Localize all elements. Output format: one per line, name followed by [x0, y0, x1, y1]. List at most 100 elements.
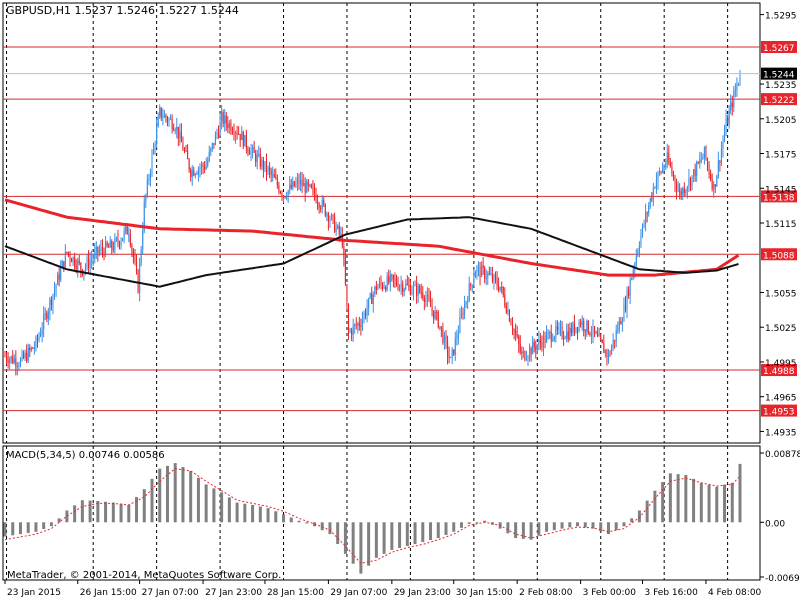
candlesticks[interactable]	[4, 70, 741, 376]
candle-up	[366, 307, 368, 316]
candle-up	[490, 274, 492, 276]
macd-bar	[483, 520, 487, 523]
macd-bar	[529, 522, 533, 540]
candle-down	[671, 166, 673, 174]
candle-up	[411, 291, 413, 295]
candle-up	[677, 190, 679, 192]
macd-axis: 0.00878 0.00 -0.00693	[760, 450, 800, 584]
macd-bar	[65, 510, 69, 523]
macd-bar	[266, 508, 270, 523]
candle-down	[278, 185, 280, 192]
candle-up	[465, 301, 467, 305]
candle-down	[428, 295, 430, 300]
candle-down	[624, 304, 627, 310]
candle-up	[163, 114, 165, 118]
macd-bar	[189, 470, 193, 523]
candle-up	[532, 342, 534, 355]
macd-panel[interactable]: MACD(5,34,5) 0.00746 0.00586 0.008780.00…	[2, 445, 800, 584]
candle-down	[78, 260, 80, 263]
candle-down	[177, 126, 179, 139]
candle-down	[530, 348, 532, 355]
candle-down	[66, 251, 68, 253]
candle-up	[426, 295, 428, 299]
candle-down	[108, 246, 110, 248]
candle-up	[412, 285, 415, 292]
candle-down	[166, 118, 169, 122]
candle-down	[160, 107, 162, 118]
macd-bar	[227, 497, 231, 523]
candle-up	[586, 320, 588, 332]
time-tick-label: 26 Jan 15:00	[80, 588, 137, 598]
candle-down	[394, 279, 396, 281]
macd-bar	[475, 522, 479, 524]
candle-down	[281, 192, 283, 197]
copyright-text: MetaTrader, © 2001-2014, MetaQuotes Soft…	[7, 570, 281, 581]
candle-down	[420, 291, 422, 293]
candle-up	[30, 347, 32, 351]
candle-down	[479, 266, 481, 277]
candle-down	[63, 261, 65, 268]
candle-down	[273, 174, 275, 178]
macd-bar	[96, 500, 100, 523]
candle-up	[696, 162, 698, 177]
candle-down	[4, 356, 6, 358]
macd-bar	[11, 522, 15, 536]
candle-up	[252, 147, 254, 151]
candle-down	[440, 326, 442, 329]
candle-up	[326, 213, 328, 216]
candle-up	[713, 184, 715, 190]
macd-bar	[668, 473, 672, 523]
candle-down	[711, 179, 713, 190]
macd-bar	[614, 522, 618, 531]
candle-down	[482, 265, 484, 269]
candle-down	[32, 347, 34, 349]
candle-down	[324, 204, 326, 216]
candle-down	[204, 166, 206, 170]
candle-down	[385, 287, 387, 290]
candle-up	[471, 284, 473, 286]
candle-up	[542, 335, 545, 348]
level-label-box	[761, 248, 797, 261]
candle-down	[248, 151, 251, 155]
candle-down	[597, 333, 599, 337]
candle-up	[9, 359, 11, 364]
candle-down	[310, 184, 312, 188]
candle-down	[213, 143, 215, 145]
candle-down	[80, 262, 82, 270]
candle-down	[126, 226, 128, 235]
candle-down	[453, 349, 455, 355]
candle-up	[536, 344, 538, 351]
candle-up	[383, 287, 385, 289]
price-panel[interactable]: 1.5267 1.5222 1.5138 1.5088 1.4988 1.4953 GBP…	[2, 2, 797, 444]
candle-up	[194, 174, 196, 176]
level-label: 1.5088	[763, 251, 795, 261]
macd-bar	[684, 474, 688, 523]
macd-bar	[282, 514, 286, 523]
macd-bar	[196, 477, 200, 523]
candle-down	[672, 173, 675, 177]
level-label: 1.5222	[763, 96, 795, 106]
candle-down	[504, 295, 506, 306]
candle-up	[354, 324, 356, 326]
candle-up	[207, 160, 209, 166]
candle-up	[44, 313, 46, 315]
candle-down	[103, 250, 105, 256]
candle-down	[346, 284, 348, 307]
candle-up	[399, 285, 401, 289]
price-tick-label: 1.5205	[765, 116, 797, 126]
macd-bar	[150, 478, 154, 523]
candle-up	[623, 304, 625, 322]
candle-up	[199, 167, 201, 170]
candle-down	[727, 118, 729, 124]
candle-up	[123, 230, 125, 239]
candle-down	[388, 276, 390, 283]
candle-up	[210, 148, 212, 152]
candle-down	[587, 320, 589, 334]
candle-up	[105, 242, 107, 256]
time-tick-label: 29 Jan 23:00	[394, 588, 451, 598]
macd-bar	[119, 503, 123, 523]
candle-up	[143, 201, 145, 231]
candle-down	[355, 324, 357, 326]
macd-vertical-grid-lines	[6, 446, 729, 580]
